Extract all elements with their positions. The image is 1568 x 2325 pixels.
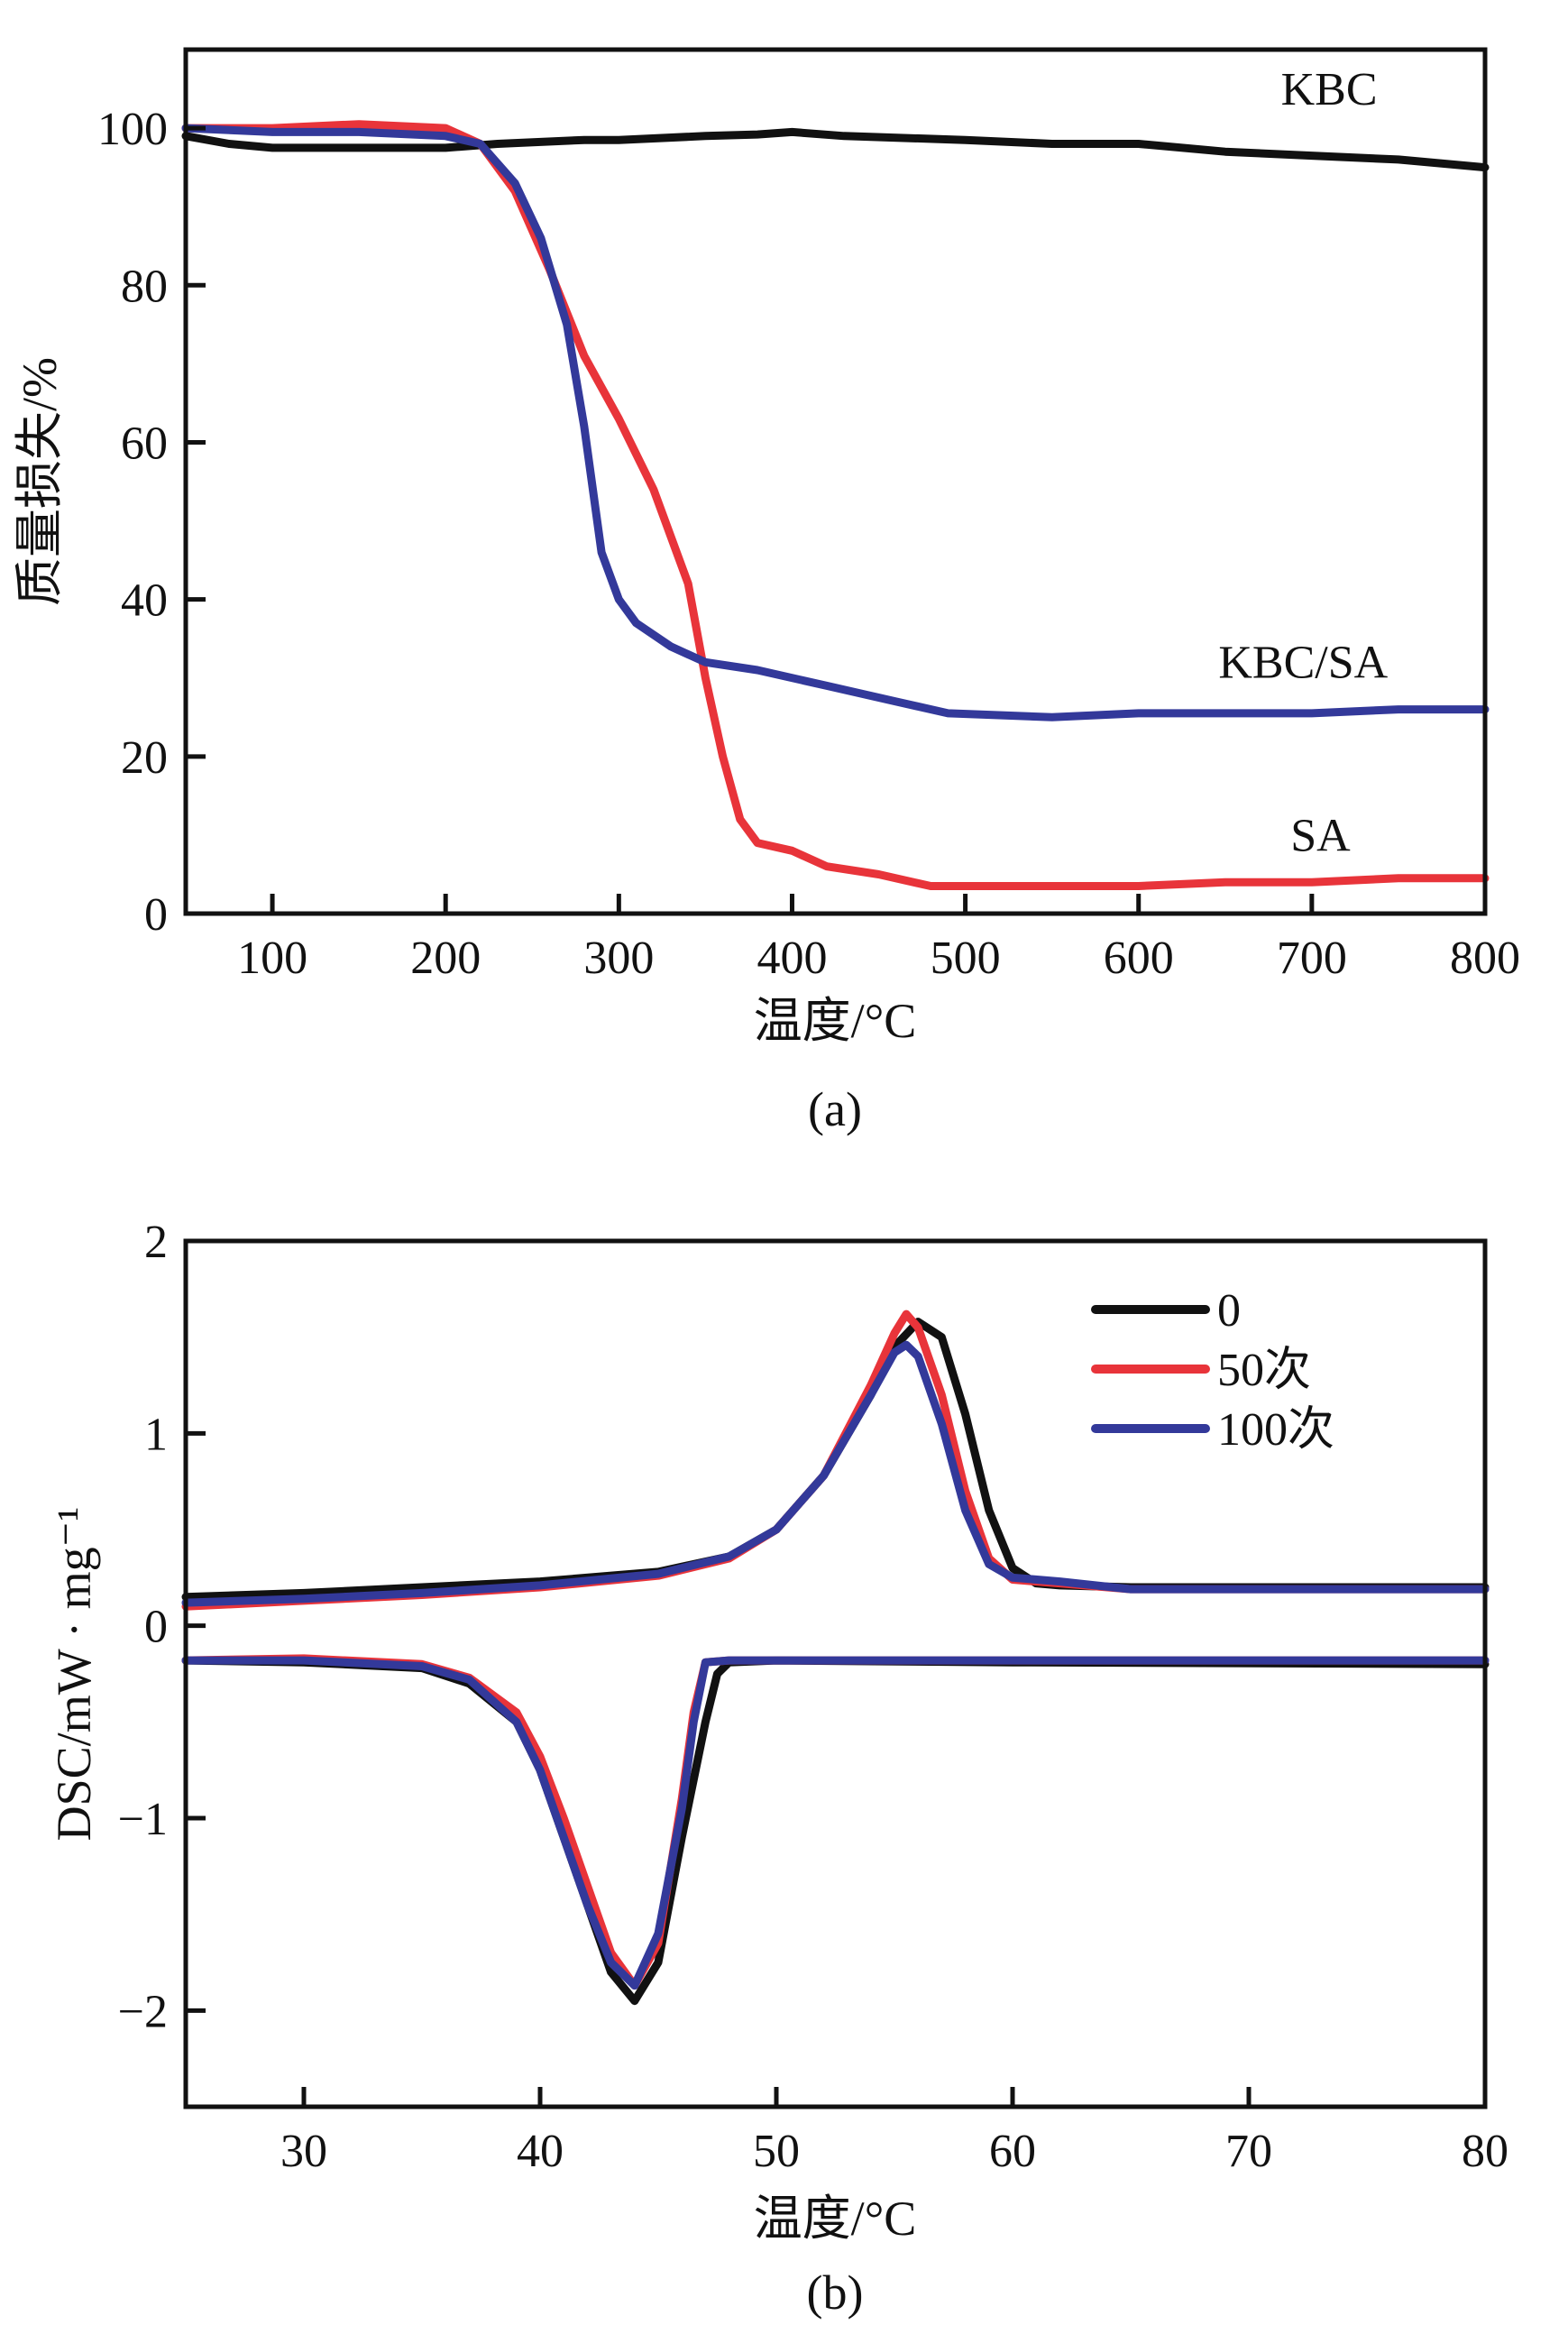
panel-b-curves	[181, 1310, 1490, 2006]
x-tick-label: 800	[1450, 933, 1520, 984]
panel-b-x-axis-title: 温度/°C	[754, 2192, 917, 2246]
x-tick-label: 80	[1462, 2126, 1508, 2177]
series-line-50-cooling	[181, 1654, 1490, 1990]
y-tick-label: 1	[144, 1409, 168, 1460]
panel-a-x-axis-title: 温度/°C	[754, 994, 917, 1048]
y-tick-label: 20	[121, 732, 168, 784]
legend-label: 50次	[1217, 1345, 1311, 1396]
x-tick-label: 30	[280, 2126, 327, 2177]
y-tick-label: 60	[121, 418, 168, 469]
x-tick-label: 600	[1104, 933, 1174, 984]
legend-label: 0	[1217, 1285, 1241, 1337]
x-tick-label: 40	[517, 2126, 564, 2177]
series-label: KBC/SA	[1218, 638, 1388, 689]
x-tick-label: 200	[410, 933, 481, 984]
series-line-100-cooling	[181, 1656, 1490, 1990]
panel-a-tga-chart: 100 200 300 400 500 600 700 800 0 20 40 60 80 100 KBC…	[13, 47, 1520, 1136]
y-tick-label: 0	[144, 889, 168, 941]
panel-a-plot-frame	[183, 47, 1488, 916]
panel-a-annotations: KBC KBC/SA SA	[1218, 64, 1388, 861]
y-tick-label: 80	[121, 261, 168, 312]
panel-a-ticks	[186, 125, 1488, 916]
x-tick-label: 300	[583, 933, 654, 984]
panel-a-curves	[181, 120, 1490, 890]
panel-b-tick-labels: 30 40 50 60 70 80 −2 −1 0 1 2	[118, 1217, 1508, 2177]
x-tick-label: 100	[237, 933, 307, 984]
x-tick-label: 70	[1225, 2126, 1272, 2177]
series-line-KBCSA	[181, 124, 1490, 721]
legend-label: 100次	[1217, 1404, 1334, 1456]
panel-b-ticks	[186, 1238, 1488, 2107]
series-line-KBC	[181, 127, 1490, 172]
x-tick-label: 400	[756, 933, 827, 984]
x-tick-label: 50	[753, 2126, 800, 2177]
y-tick-label: 2	[144, 1217, 168, 1268]
panel-a-y-axis-title: 质量损失/%	[13, 357, 67, 606]
panel-b-dsc-chart: 30 40 50 60 70 80 −2 −1 0 1 2 0 50次 100次 温度/°C DSC/m…	[47, 1217, 1508, 2320]
series-label: KBC	[1281, 64, 1378, 115]
x-tick-label: 60	[989, 2126, 1036, 2177]
panel-b-caption: (b)	[807, 2265, 864, 2320]
y-tick-label: −1	[118, 1794, 168, 1845]
series-line-SA	[181, 120, 1490, 890]
y-tick-label: 0	[144, 1602, 168, 1653]
panel-b-y-axis-title: DSC/mW · mg⁻¹	[47, 1507, 101, 1842]
series-line-0-cooling	[181, 1656, 1490, 2006]
y-tick-label: 40	[121, 575, 168, 627]
series-line-100-heating	[181, 1340, 1490, 1607]
panel-b-plot-frame	[183, 1238, 1488, 2109]
x-tick-label: 700	[1277, 933, 1347, 984]
x-tick-label: 500	[931, 933, 1001, 984]
series-label: SA	[1290, 810, 1351, 861]
panel-b-legend: 0 50次 100次	[1091, 1285, 1334, 1456]
y-tick-label: 100	[97, 104, 168, 155]
y-tick-label: −2	[118, 1986, 168, 2037]
panel-a-tick-labels: 100 200 300 400 500 600 700 800 0 20 40 60 80 100	[97, 104, 1520, 984]
panel-a-caption: (a)	[808, 1082, 862, 1136]
